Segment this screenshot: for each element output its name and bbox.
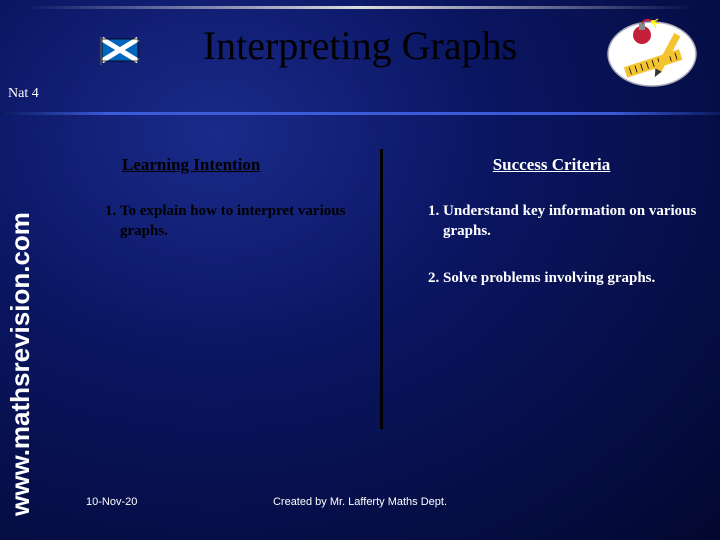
learning-intention-heading: Learning Intention [80,155,370,175]
list-item: To explain how to interpret various grap… [120,201,370,242]
top-divider-line [26,6,694,9]
success-criteria-heading: Success Criteria [403,155,700,175]
list-item: Solve problems involving graphs. [443,268,700,288]
sidebar-url: www.mathsrevision.com [5,212,36,516]
success-criteria-column: Success Criteria Understand key informat… [383,155,700,429]
learning-intention-list: To explain how to interpret various grap… [80,201,370,242]
list-item: Understand key information on various gr… [443,201,700,242]
level-label: Nat 4 [8,86,39,102]
success-criteria-list: Understand key information on various gr… [403,201,700,288]
learning-intention-column: Learning Intention To explain how to int… [80,155,380,429]
content-columns: Learning Intention To explain how to int… [80,155,700,429]
footer-credit: Created by Mr. Lafferty Maths Dept. [0,496,720,508]
maths-tools-icon [604,14,700,90]
horizontal-divider [0,112,720,115]
